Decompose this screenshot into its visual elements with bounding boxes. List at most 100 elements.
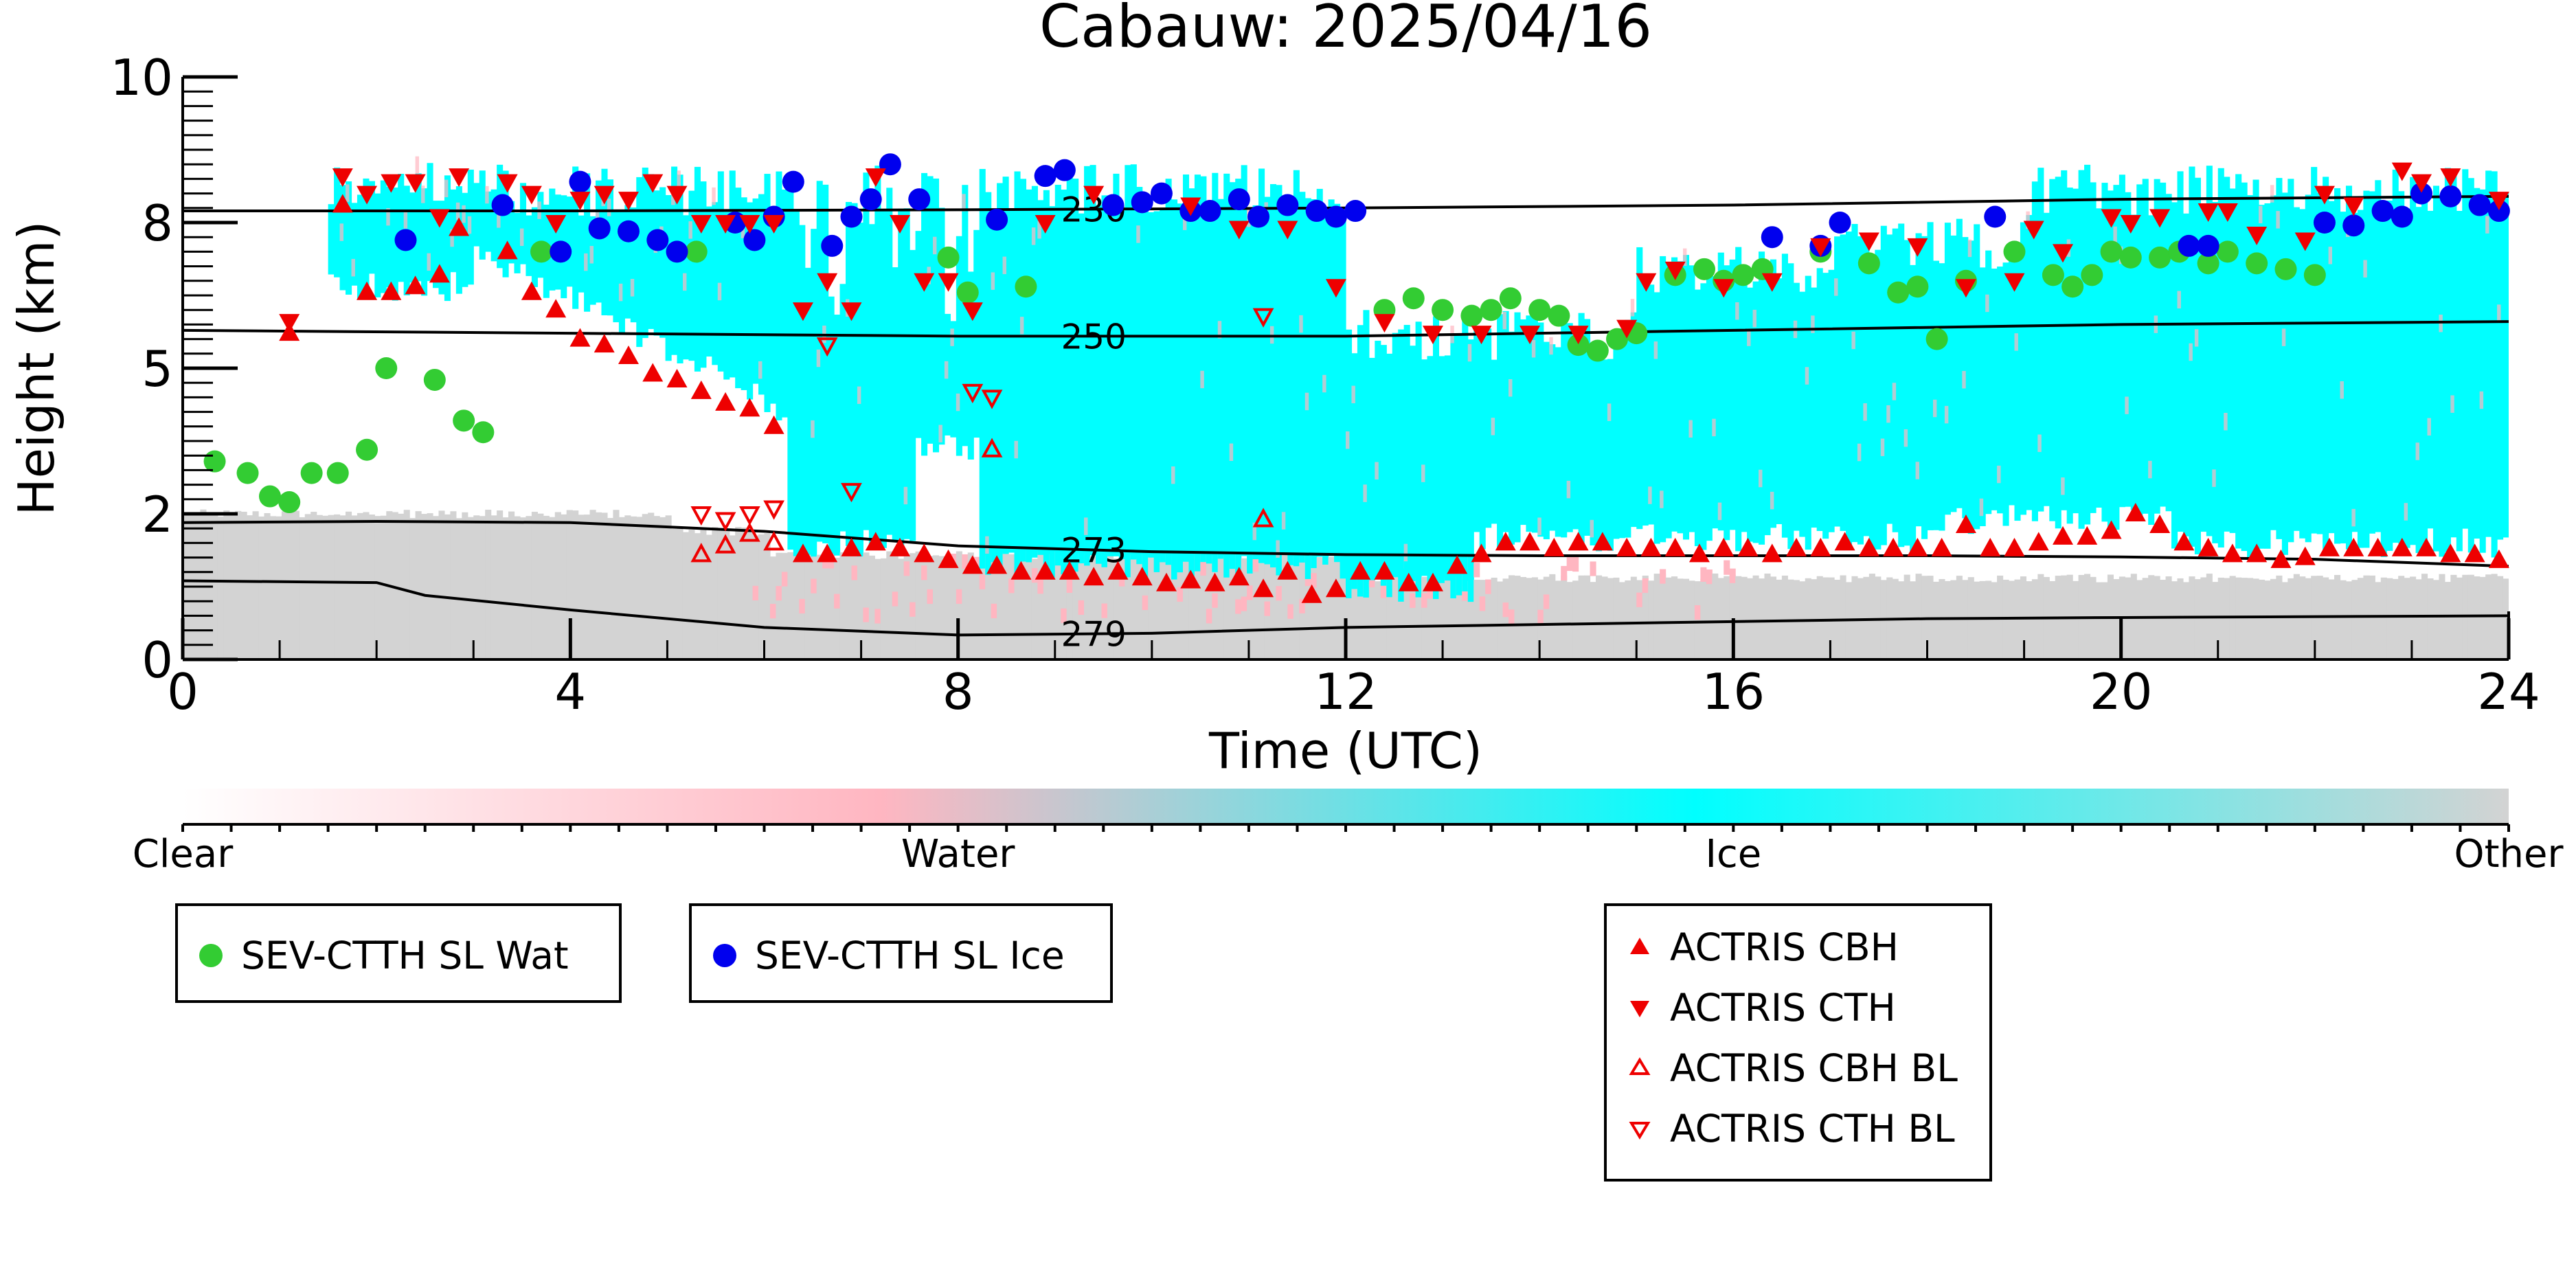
other-cell: [979, 556, 986, 659]
water-cell: [2479, 391, 2484, 409]
other-cell: [2404, 578, 2410, 659]
ice-cell: [1787, 263, 1794, 550]
other-cell: [1223, 555, 1230, 659]
ice-cell: [2345, 185, 2353, 550]
other-cell: [252, 511, 259, 659]
marker-circle: [1015, 275, 1037, 298]
ice-cell: [2404, 208, 2410, 548]
ice-cell: [2177, 171, 2184, 532]
ice-cell: [1706, 262, 1713, 541]
water-cell: [1346, 431, 1350, 449]
other-cell: [967, 552, 974, 659]
water-cell: [752, 585, 759, 601]
water-cell: [851, 565, 858, 580]
ice-cell: [415, 173, 422, 282]
other-cell: [223, 510, 230, 659]
other-cell: [851, 552, 858, 659]
other-cell: [537, 513, 544, 659]
marker-triangle-up: [1883, 537, 1904, 556]
other-cell: [374, 516, 381, 659]
ice-cell: [2002, 262, 2009, 526]
ice-cell: [1857, 236, 1864, 545]
other-cell: [723, 530, 730, 659]
marker-triangle-down: [1713, 279, 1735, 298]
ice-cell: [2206, 166, 2213, 536]
ice-cell: [793, 211, 800, 556]
other-cell: [613, 510, 620, 659]
ice-cell: [752, 198, 759, 384]
ice-cell: [2217, 168, 2224, 547]
marker-triangle-down: [817, 273, 838, 292]
other-cell: [264, 512, 271, 659]
other-cell: [2357, 578, 2364, 659]
marker-triangle-up: [1931, 537, 1952, 556]
ice-cell: [2380, 202, 2387, 557]
water-cell: [1967, 239, 1972, 258]
colorbar-labels: Clear Water Ice Other: [133, 832, 2564, 877]
other-cell: [776, 552, 782, 659]
water-cell: [1636, 592, 1643, 607]
ice-cell: [932, 178, 940, 453]
other-cell: [200, 509, 207, 659]
other-cell: [997, 556, 1004, 659]
other-cell: [962, 556, 969, 659]
ice-cell: [1491, 359, 1498, 524]
water-cell: [1880, 438, 1885, 456]
other-cell: [1601, 576, 1608, 659]
water-cell: [1770, 491, 1774, 510]
marker-triangle-up: [618, 346, 639, 365]
ice-cell: [1229, 182, 1236, 569]
other-cell: [1357, 578, 1364, 659]
other-cell: [1084, 554, 1091, 659]
other-cell: [438, 510, 445, 659]
water-cell: [1979, 498, 1984, 517]
marker-triangle-up: [1664, 537, 1686, 556]
other-cell: [351, 515, 358, 659]
ice-cell: [1217, 199, 1224, 559]
water-cell: [339, 223, 343, 241]
other-cell: [1630, 576, 1637, 659]
other-cell: [1851, 576, 1858, 659]
other-cell: [247, 515, 253, 659]
other-cell: [1002, 552, 1009, 659]
water-cell: [1642, 578, 1649, 594]
other-cell: [1276, 550, 1283, 659]
water-cell: [1561, 565, 1568, 581]
marker-circle: [1887, 281, 1910, 304]
ice-cell: [1287, 198, 1294, 565]
other-cell: [299, 517, 306, 659]
ice-cell: [1438, 356, 1445, 583]
water-cell: [1566, 556, 1573, 572]
marker-triangle-down-open: [690, 506, 712, 526]
marker-circle: [937, 246, 960, 269]
isotherm-line: [183, 579, 2509, 637]
other-cell: [1269, 551, 1277, 659]
other-cell: [531, 512, 538, 659]
marker-triangle-up: [1447, 555, 1468, 574]
marker-triangle-up: [1786, 537, 1807, 556]
marker-triangle-up: [1010, 561, 1032, 580]
marker-circle: [1499, 287, 1522, 310]
ice-cell: [346, 181, 352, 295]
other-cell: [1089, 556, 1096, 659]
water-cell: [1363, 484, 1367, 502]
ice-cell: [648, 174, 655, 329]
ice-cell: [1944, 223, 1951, 515]
other-cell: [1432, 575, 1440, 659]
marker-triangle-down: [642, 174, 664, 193]
ice-cell: [677, 174, 683, 364]
marker-circle: [2391, 205, 2413, 228]
ice-cell: [2456, 210, 2463, 552]
other-cell: [1066, 554, 1073, 659]
other-cell: [834, 558, 841, 659]
water-cell: [2194, 329, 2199, 347]
ice-cell: [1311, 199, 1318, 568]
other-cell: [735, 527, 742, 659]
other-cell: [2072, 580, 2079, 659]
other-cell: [1694, 581, 1701, 659]
ice-cell: [2194, 177, 2201, 554]
ice-cell: [1479, 337, 1486, 550]
other-cell: [1979, 580, 1986, 659]
ice-cell: [874, 166, 881, 541]
ice-cell: [2270, 195, 2276, 530]
